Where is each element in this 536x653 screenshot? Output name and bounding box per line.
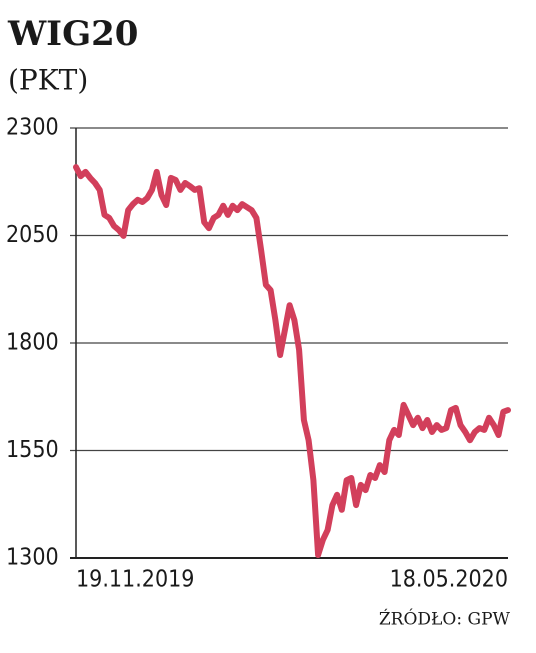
chart-subtitle: (PKT) xyxy=(8,64,88,97)
x-tick-label: 19.11.2019 xyxy=(76,567,194,593)
y-tick-label: 2050 xyxy=(6,222,59,248)
y-tick-label: 1550 xyxy=(6,437,59,463)
y-tick-label: 1800 xyxy=(6,330,59,356)
chart-title: WIG20 xyxy=(7,14,138,54)
x-tick-label: 18.05.2020 xyxy=(390,567,508,593)
source: ŹRÓDŁO: GPW xyxy=(379,609,511,630)
data-line xyxy=(73,164,511,558)
y-tick-label: 1300 xyxy=(6,545,59,571)
y-tick-label: 2300 xyxy=(6,115,59,141)
